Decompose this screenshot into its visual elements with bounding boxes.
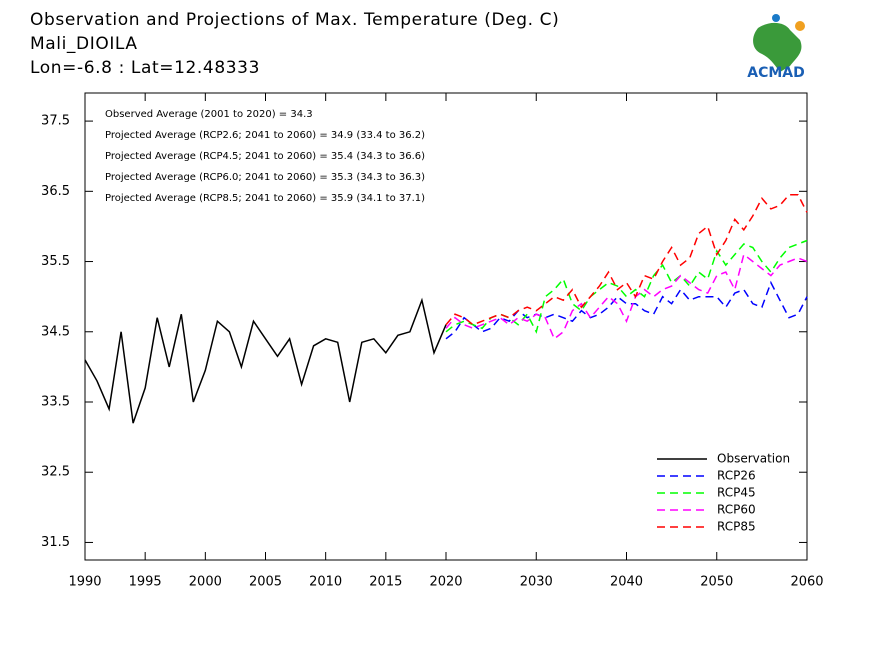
y-tick-label: 33.5 xyxy=(41,394,70,409)
x-tick-label: 2000 xyxy=(189,575,222,590)
x-tick-label: 2015 xyxy=(369,575,402,590)
chart-title: Lon=-6.8 : Lat=12.48333 xyxy=(30,58,260,78)
chart-title: Observation and Projections of Max. Temp… xyxy=(30,10,559,30)
legend-label: RCP26 xyxy=(717,469,756,483)
x-tick-label: 1995 xyxy=(129,575,162,590)
logo-text: ACMAD xyxy=(747,65,805,81)
legend-label: Observation xyxy=(717,452,790,466)
annotation: Projected Average (RCP2.6; 2041 to 2060)… xyxy=(105,130,425,141)
annotation: Projected Average (RCP8.5; 2041 to 2060)… xyxy=(105,193,425,204)
y-tick-label: 32.5 xyxy=(41,465,70,480)
y-tick-label: 35.5 xyxy=(41,254,70,269)
y-tick-label: 34.5 xyxy=(41,324,70,339)
series-line xyxy=(84,297,447,424)
x-tick-label: 2030 xyxy=(520,575,553,590)
logo-drop xyxy=(772,14,780,22)
legend-label: RCP60 xyxy=(717,503,756,517)
logo-sun xyxy=(795,21,805,31)
chart-title: Mali_DIOILA xyxy=(30,34,138,54)
x-tick-label: 1990 xyxy=(68,575,101,590)
y-tick-label: 37.5 xyxy=(41,114,70,129)
series-line xyxy=(445,280,808,340)
x-tick-label: 2040 xyxy=(610,575,643,590)
annotation: Observed Average (2001 to 2020) = 34.3 xyxy=(105,109,313,120)
series-line xyxy=(445,194,808,326)
legend-label: RCP85 xyxy=(717,520,756,534)
legend-label: RCP45 xyxy=(717,486,756,500)
annotation: Projected Average (RCP6.0; 2041 to 2060)… xyxy=(105,172,425,183)
y-tick-label: 36.5 xyxy=(41,184,70,199)
x-tick-label: 2020 xyxy=(429,575,462,590)
y-tick-label: 31.5 xyxy=(41,535,70,550)
series-line xyxy=(445,253,808,340)
x-tick-label: 2060 xyxy=(790,575,823,590)
annotation: Projected Average (RCP4.5; 2041 to 2060)… xyxy=(105,151,425,162)
x-tick-label: 2050 xyxy=(700,575,733,590)
x-tick-label: 2005 xyxy=(249,575,282,590)
logo-map xyxy=(753,22,802,72)
x-tick-label: 2010 xyxy=(309,575,342,590)
logo: ACMAD xyxy=(747,14,805,81)
series-line xyxy=(445,239,808,334)
